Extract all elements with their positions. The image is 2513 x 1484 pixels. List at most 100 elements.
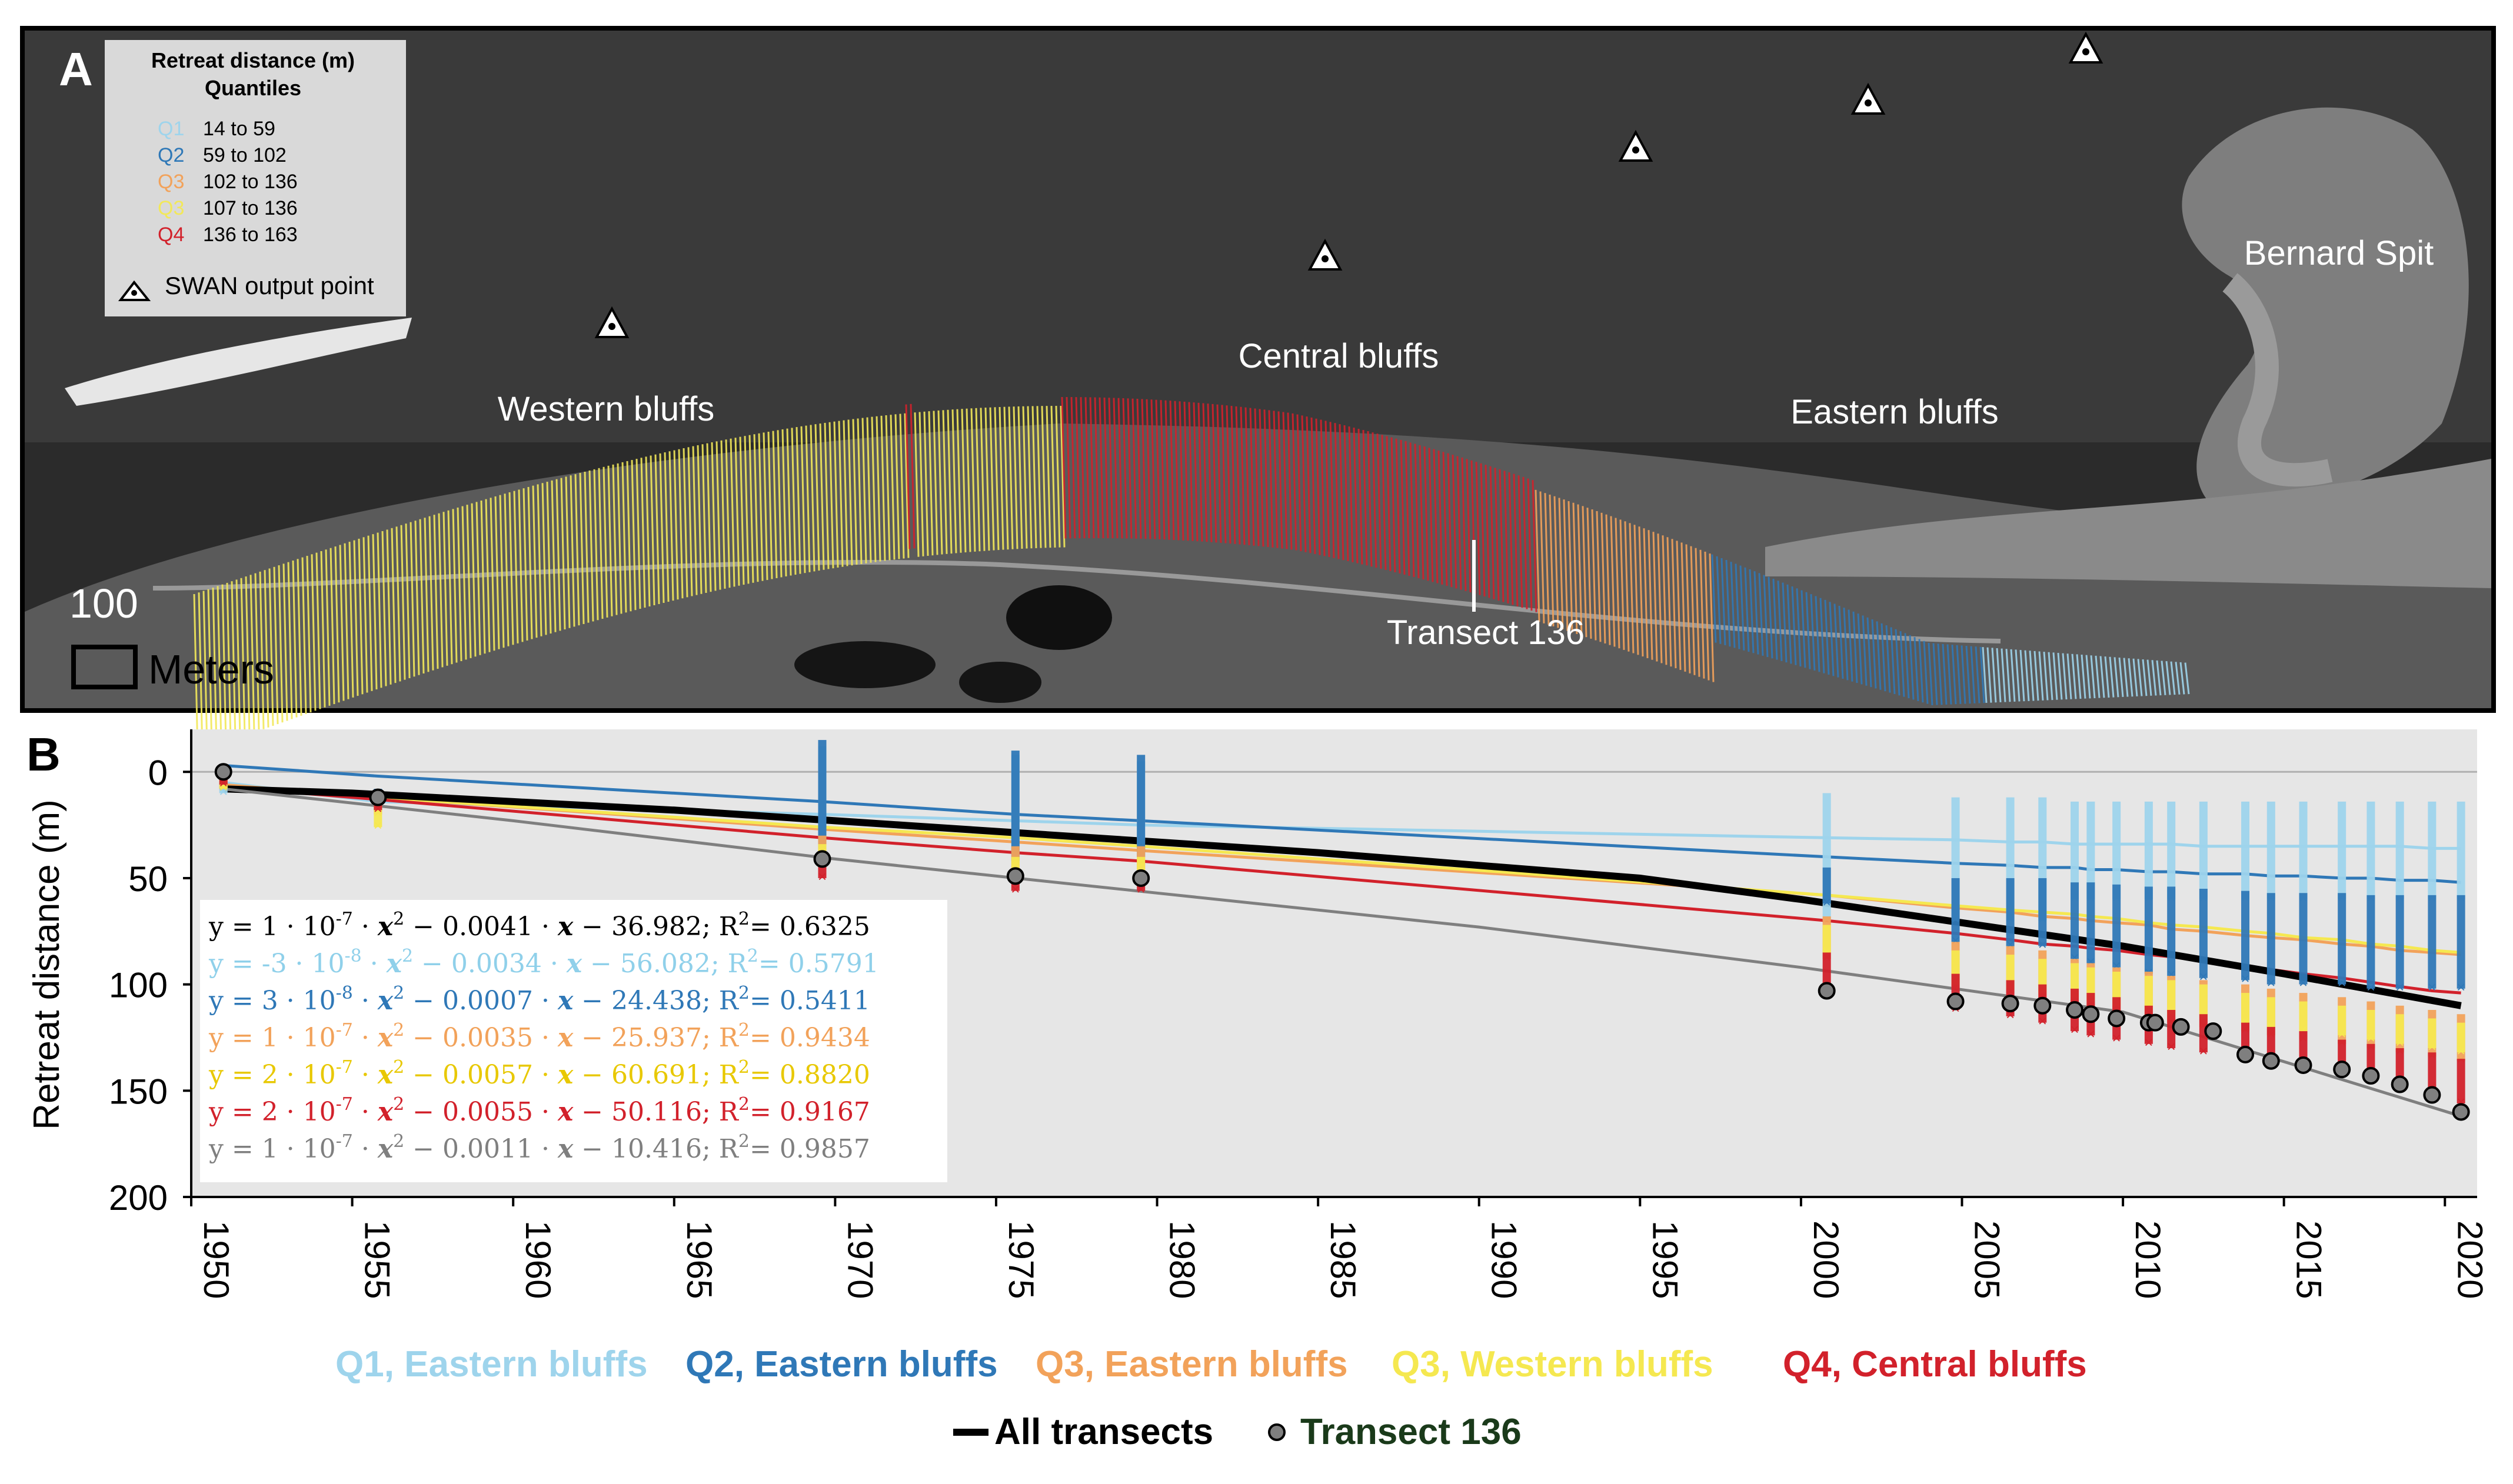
transect-line xyxy=(1136,398,1142,539)
transect-line xyxy=(947,409,953,554)
transect-line xyxy=(372,534,378,690)
transect-line xyxy=(475,502,481,655)
transect-line xyxy=(320,551,326,708)
transect-line xyxy=(1791,586,1797,665)
transect-line xyxy=(706,443,712,592)
transect-line xyxy=(1638,526,1644,657)
data-column xyxy=(2428,1052,2437,1095)
equation-line: y = 1 · 10-7 · x2 − 0.0011 · x − 10.416;… xyxy=(208,1131,870,1164)
transect-136-point xyxy=(2294,1056,2312,1074)
equation-line: y = 3 · 10-8 · x2 − 0.0007 · x − 24.438;… xyxy=(208,983,870,1016)
transect-line xyxy=(207,589,213,748)
data-point-marker: × xyxy=(374,816,382,834)
transect-line xyxy=(202,591,208,750)
transect-line xyxy=(1796,588,1802,667)
transect-line xyxy=(579,473,585,624)
transect-line xyxy=(584,471,590,623)
transect-line xyxy=(847,419,853,566)
transect-line xyxy=(2118,657,2124,698)
transect-line xyxy=(1433,449,1439,583)
scale-bar-value: 100 xyxy=(69,581,138,626)
transect-line xyxy=(645,456,651,607)
transect-line xyxy=(570,475,575,627)
data-column xyxy=(2112,801,2121,900)
transect-line xyxy=(1197,402,1203,542)
transect-line xyxy=(843,420,848,566)
data-column xyxy=(2199,1014,2208,1053)
transect-line xyxy=(1749,569,1755,653)
transect-line xyxy=(249,575,255,733)
transect-line xyxy=(362,537,368,693)
transect-line xyxy=(1647,530,1653,660)
transect-line xyxy=(377,532,382,688)
transect-line xyxy=(1885,625,1891,693)
data-column xyxy=(2299,893,2308,985)
transect-line xyxy=(1615,518,1620,649)
transect-line xyxy=(1169,401,1175,541)
transect-line xyxy=(1871,619,1877,689)
data-column xyxy=(2241,891,2250,981)
transect-136-point xyxy=(2001,995,2019,1013)
transect-line xyxy=(1699,549,1705,679)
transect-line xyxy=(1758,573,1764,656)
transect-line xyxy=(551,480,557,632)
transect-line xyxy=(193,593,199,753)
transect-line xyxy=(198,592,204,752)
transect-line xyxy=(452,509,458,663)
panel-b-chart: B 0 50 100 150 200 1950 1955 1960 1965 1970 1975 19… xyxy=(26,728,2489,1299)
transect-line xyxy=(231,581,237,739)
transect-line xyxy=(678,449,684,599)
transect-line xyxy=(1513,473,1519,606)
legend-item-code: Q1 xyxy=(158,118,184,140)
transect-line xyxy=(400,525,406,680)
transect-line xyxy=(720,440,726,589)
swan-point-dot xyxy=(2082,48,2089,55)
transect-line xyxy=(2057,652,2063,700)
legend-item-range: 107 to 136 xyxy=(203,197,298,219)
transect-line xyxy=(1381,435,1387,571)
transect-line xyxy=(1031,406,1037,548)
data-column xyxy=(2457,895,2465,989)
transect-line xyxy=(725,439,731,588)
transect-line xyxy=(2104,656,2110,698)
transect-line xyxy=(989,407,995,551)
transect-line xyxy=(522,488,528,641)
transect-line xyxy=(1122,398,1128,539)
legend-entry-q3-western-bluffs: Q3, Western bluffs xyxy=(1392,1344,1713,1385)
transect-line xyxy=(1704,551,1710,681)
data-point-marker: × xyxy=(2428,978,2437,996)
transect-line xyxy=(781,429,787,576)
transect-line xyxy=(1777,581,1783,661)
transect-line xyxy=(292,560,298,718)
transect-line xyxy=(268,568,274,726)
transect-line xyxy=(438,513,444,668)
data-point-marker: × xyxy=(2366,1029,2375,1047)
transect-line xyxy=(1768,576,1773,659)
x-tick-label: 1990 xyxy=(1484,1220,1524,1299)
transect-line xyxy=(1282,412,1288,549)
y-tick-label: 150 xyxy=(109,1072,168,1111)
transect-line xyxy=(297,559,302,716)
transect-136-point xyxy=(2066,1001,2084,1019)
transect-line xyxy=(692,446,698,595)
y-tick-label: 0 xyxy=(148,753,168,792)
transect-line xyxy=(687,447,693,596)
transect-line xyxy=(1890,627,1896,695)
transect-line xyxy=(226,582,232,741)
transect-line xyxy=(805,425,811,572)
transect-line xyxy=(245,576,251,735)
transect-line xyxy=(819,423,825,570)
transect-line xyxy=(499,495,505,648)
transect-line xyxy=(1164,400,1170,540)
transect-line xyxy=(1404,441,1410,576)
transect-line xyxy=(1372,432,1377,568)
transect-line xyxy=(1041,406,1047,548)
transect-136-point xyxy=(2033,996,2052,1015)
transect-line xyxy=(2090,655,2096,699)
data-column xyxy=(2395,895,2404,989)
transect-line xyxy=(306,555,312,713)
transect-line xyxy=(461,506,467,660)
data-point-marker: × xyxy=(2070,1021,2079,1038)
x-tick-label: 2015 xyxy=(2289,1220,2329,1299)
transect-line xyxy=(1558,498,1564,630)
